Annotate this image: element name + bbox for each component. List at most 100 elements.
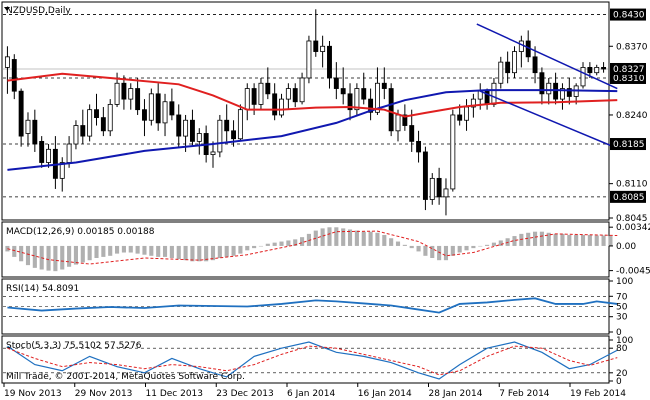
macd-bar [176, 245, 181, 260]
macd-bar [279, 241, 284, 246]
macd-bar [12, 245, 17, 257]
macd-bar [526, 232, 531, 246]
candle-bear [100, 117, 106, 132]
stoch-main-line [7, 341, 618, 380]
candle-bull [46, 148, 51, 163]
stoch-tick-label: 0 [616, 377, 622, 387]
macd-bar [341, 228, 346, 246]
title-arrow-icon [4, 7, 10, 11]
candle-bull [107, 103, 113, 132]
candle-bear [566, 88, 572, 97]
level-tag-bg [610, 138, 646, 151]
macd-bar [478, 245, 483, 247]
macd-bar [115, 245, 120, 254]
candle-bear [409, 125, 415, 142]
macd-bar [354, 230, 359, 246]
macd-bar [156, 245, 161, 257]
time-tick-label: 29 Nov 2013 [75, 389, 133, 399]
macd-bar [121, 245, 126, 253]
candle-bear [251, 88, 257, 105]
candle-bear [224, 119, 230, 132]
price-tick-label: 0.8045 [616, 214, 648, 224]
price-axis: 0.8370 0.8240 0.8110 0.8045 0.8430 0.8310 0.81… [609, 8, 648, 224]
candle-bear [361, 88, 367, 100]
macd-bar [347, 229, 353, 246]
macd-bar [53, 245, 58, 272]
macd-bar [594, 235, 599, 246]
macd-bar [197, 245, 202, 262]
level-tag-bg [610, 190, 646, 203]
rsi-title: RSI(14) 54.8091 [6, 284, 79, 294]
macd-bar [135, 245, 140, 254]
macd-bar [368, 231, 373, 246]
candle-bull [450, 114, 456, 190]
candle-bull [395, 114, 401, 132]
time-tick-label: 19 Feb 2014 [570, 389, 626, 399]
candle-bear [94, 109, 99, 119]
candle-bear [422, 151, 428, 200]
rsi-polyline [7, 297, 618, 314]
trend-lines [476, 23, 618, 149]
macd-bar [46, 245, 51, 271]
macd-bar [142, 245, 147, 255]
candle-bull [59, 162, 65, 179]
candle-bear [11, 59, 17, 92]
candle-bull [114, 82, 120, 105]
candle-bull [279, 98, 284, 116]
macd-bar [87, 245, 92, 261]
macd-bar [183, 245, 188, 261]
candle-bear [539, 72, 545, 95]
macd-tick-label: 0.00342 [616, 223, 650, 233]
candle-bear [135, 88, 141, 111]
candle-bull [498, 61, 504, 84]
candle-bear [231, 130, 237, 140]
candle-bear [457, 114, 463, 121]
candle-bear [32, 119, 38, 145]
candle-bull [4, 56, 10, 68]
macd-bar [108, 245, 113, 256]
candle-bull [183, 119, 189, 137]
candle-bear [553, 82, 559, 100]
copyright-text: Mill Trade, © 2001-2014, MetaQuotes Soft… [6, 372, 245, 382]
candle-bear [176, 114, 182, 137]
macd-bar [485, 244, 490, 246]
macd-bar [190, 245, 195, 262]
candle-bull [464, 106, 469, 121]
candle-bull [237, 109, 243, 140]
macd-bar [306, 233, 311, 246]
candle-bull [210, 151, 216, 155]
macd-bar [169, 245, 174, 258]
candle-bull [306, 40, 312, 79]
rsi-tick-label: 30 [616, 313, 628, 323]
macd-bar [546, 232, 551, 246]
macd-bar [601, 235, 606, 246]
moving-averages [7, 72, 618, 171]
macd-bar [286, 240, 291, 246]
time-axis: 19 Nov 2013 29 Nov 2013 11 Dec 2013 23 Dec … [3, 383, 626, 399]
candle-bull [148, 93, 154, 121]
candle-bull [66, 143, 72, 163]
macd-bar [539, 231, 544, 246]
time-tick-label: 28 Jan 2014 [429, 389, 483, 399]
candle-bear [292, 88, 298, 103]
macd-bar [450, 245, 455, 256]
moving-average-line [7, 72, 618, 118]
candle-bull [512, 51, 517, 74]
time-tick-label: 19 Nov 2013 [4, 389, 62, 399]
candle-bear [155, 93, 161, 124]
macd-bar [258, 245, 264, 247]
candle-bear [436, 177, 442, 198]
macd-bar [395, 241, 401, 246]
candle-bull [244, 88, 250, 111]
macd-bar [457, 245, 462, 253]
macd-bar [204, 245, 209, 262]
time-tick-label: 6 Jan 2014 [287, 389, 335, 399]
candle-bull [258, 82, 264, 105]
level-tag: 0.8185 [613, 140, 645, 150]
macd-bar [94, 245, 99, 258]
level-tag: 0.8085 [613, 193, 645, 203]
